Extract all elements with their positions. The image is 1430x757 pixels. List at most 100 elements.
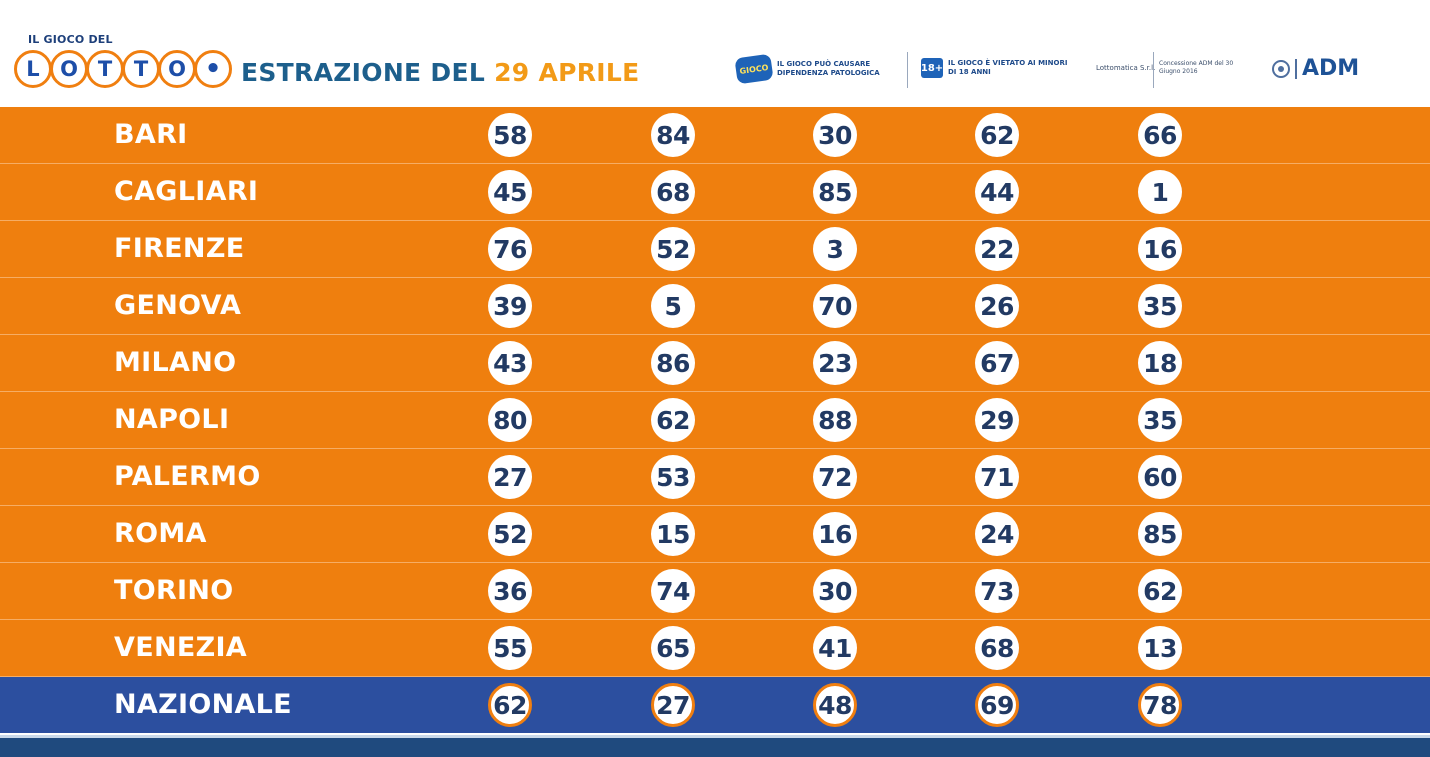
number-ball: 86 [651, 341, 695, 385]
logo-small-text: IL GIOCO DEL [28, 33, 113, 46]
number-ball: 72 [813, 455, 857, 499]
number-ball: 1 [1138, 170, 1182, 214]
age-warning: 18+ IL GIOCO È VIETATO AI MINORI DI 18 A… [921, 58, 1068, 78]
number-ball: 62 [975, 113, 1019, 157]
title-prefix: ESTRAZIONE DEL [241, 58, 495, 87]
concession-text: Concessione ADM del 30 Giugno 2016 [1159, 60, 1234, 75]
number-ball: 62 [651, 398, 695, 442]
number-ball: 80 [488, 398, 532, 442]
table-row: ROMA 52 15 16 24 85 [0, 506, 1430, 563]
number-ball: 13 [1138, 626, 1182, 670]
table-row-nazionale: NAZIONALE 62 27 48 69 78 [0, 677, 1430, 733]
number-ball: 16 [1138, 227, 1182, 271]
city-name: NAPOLI [114, 404, 230, 435]
header-divider [907, 52, 908, 88]
footer-bar [0, 735, 1430, 757]
logo-dot: • [194, 50, 232, 88]
table-row: CAGLIARI 45 68 85 44 1 [0, 164, 1430, 221]
number-ball: 85 [813, 170, 857, 214]
number-ball: 48 [813, 683, 857, 727]
city-name: FIRENZE [114, 233, 245, 264]
logo-letter: O [50, 50, 88, 88]
number-ball: 88 [813, 398, 857, 442]
adm-emblem-icon [1272, 59, 1290, 78]
number-ball: 45 [488, 170, 532, 214]
number-ball: 55 [488, 626, 532, 670]
city-name: PALERMO [114, 461, 261, 492]
lotto-logo: IL GIOCO DEL L O T T O • [14, 33, 232, 96]
number-ball: 41 [813, 626, 857, 670]
number-ball: 43 [488, 341, 532, 385]
table-row: MILANO 43 86 23 67 18 [0, 335, 1430, 392]
number-ball: 52 [651, 227, 695, 271]
logo-letter: T [122, 50, 160, 88]
city-name: VENEZIA [114, 632, 247, 663]
logo-letter: L [14, 50, 52, 88]
city-name: BARI [114, 119, 188, 150]
table-row: NAPOLI 80 62 88 29 35 [0, 392, 1430, 449]
number-ball: 26 [975, 284, 1019, 328]
city-name: ROMA [114, 518, 207, 549]
number-ball: 76 [488, 227, 532, 271]
table-row: PALERMO 27 53 72 71 60 [0, 449, 1430, 506]
logo-letters: L O T T O • [14, 50, 232, 90]
header: IL GIOCO DEL L O T T O • ESTRAZIONE DEL … [0, 0, 1430, 107]
number-ball: 24 [975, 512, 1019, 556]
city-name: CAGLIARI [114, 176, 259, 207]
number-ball: 85 [1138, 512, 1182, 556]
adm-text: ADM [1302, 56, 1360, 81]
number-ball: 30 [813, 569, 857, 613]
table-row: BARI 58 84 30 62 66 [0, 107, 1430, 164]
title-date: 29 APRILE [494, 58, 640, 87]
number-ball: 16 [813, 512, 857, 556]
adm-divider [1295, 58, 1297, 79]
page-title: ESTRAZIONE DEL 29 APRILE [241, 58, 640, 87]
age-warning-text: IL GIOCO È VIETATO AI MINORI DI 18 ANNI [948, 59, 1068, 76]
table-row: FIRENZE 76 52 3 22 16 [0, 221, 1430, 278]
number-ball: 74 [651, 569, 695, 613]
number-ball: 84 [651, 113, 695, 157]
number-ball: 27 [651, 683, 695, 727]
header-divider [1153, 52, 1154, 88]
number-ball: 70 [813, 284, 857, 328]
age-18-icon: 18+ [921, 58, 943, 78]
number-ball: 18 [1138, 341, 1182, 385]
number-ball: 68 [651, 170, 695, 214]
number-ball: 22 [975, 227, 1019, 271]
number-ball: 3 [813, 227, 857, 271]
logo-letter: T [86, 50, 124, 88]
gambling-warning-text: IL GIOCO PUÒ CAUSARE DIPENDENZA PATOLOGI… [777, 60, 880, 77]
number-ball: 62 [1138, 569, 1182, 613]
number-ball: 44 [975, 170, 1019, 214]
number-ball: 60 [1138, 455, 1182, 499]
number-ball: 58 [488, 113, 532, 157]
operator-text: Lottomatica S.r.l. [1096, 64, 1156, 72]
city-name: MILANO [114, 347, 237, 378]
number-ball: 39 [488, 284, 532, 328]
logo-letter: O [158, 50, 196, 88]
number-ball: 53 [651, 455, 695, 499]
number-ball: 78 [1138, 683, 1182, 727]
number-ball: 5 [651, 284, 695, 328]
adm-logo: ADM [1272, 56, 1359, 81]
number-ball: 29 [975, 398, 1019, 442]
number-ball: 35 [1138, 398, 1182, 442]
results-table: BARI 58 84 30 62 66 CAGLIARI 45 68 85 44… [0, 107, 1430, 733]
number-ball: 35 [1138, 284, 1182, 328]
number-ball: 66 [1138, 113, 1182, 157]
number-ball: 71 [975, 455, 1019, 499]
number-ball: 62 [488, 683, 532, 727]
table-row: TORINO 36 74 30 73 62 [0, 563, 1430, 620]
number-ball: 36 [488, 569, 532, 613]
city-name: GENOVA [114, 290, 242, 321]
number-ball: 73 [975, 569, 1019, 613]
number-ball: 68 [975, 626, 1019, 670]
number-ball: 65 [651, 626, 695, 670]
table-row: VENEZIA 55 65 41 68 13 [0, 620, 1430, 677]
number-ball: 67 [975, 341, 1019, 385]
city-name: NAZIONALE [114, 689, 292, 720]
number-ball: 30 [813, 113, 857, 157]
number-ball: 69 [975, 683, 1019, 727]
table-row: GENOVA 39 5 70 26 35 [0, 278, 1430, 335]
gambling-warning: GIOCO IL GIOCO PUÒ CAUSARE DIPENDENZA PA… [734, 53, 897, 85]
